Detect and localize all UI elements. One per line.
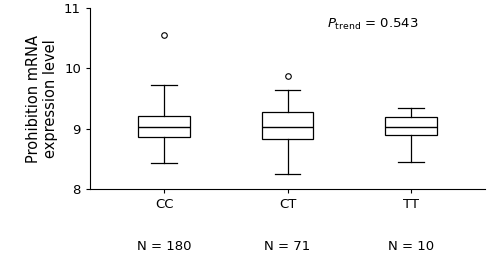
Text: N = 71: N = 71 — [264, 240, 310, 253]
Text: N = 180: N = 180 — [137, 240, 192, 253]
Y-axis label: Prohibition mRNA
expression level: Prohibition mRNA expression level — [26, 35, 58, 163]
PathPatch shape — [262, 112, 314, 139]
PathPatch shape — [138, 115, 190, 137]
PathPatch shape — [385, 117, 437, 135]
Text: N = 10: N = 10 — [388, 240, 434, 253]
Text: $\mathit{P}_{\mathrm{trend}}$ = 0.543: $\mathit{P}_{\mathrm{trend}}$ = 0.543 — [327, 17, 418, 32]
